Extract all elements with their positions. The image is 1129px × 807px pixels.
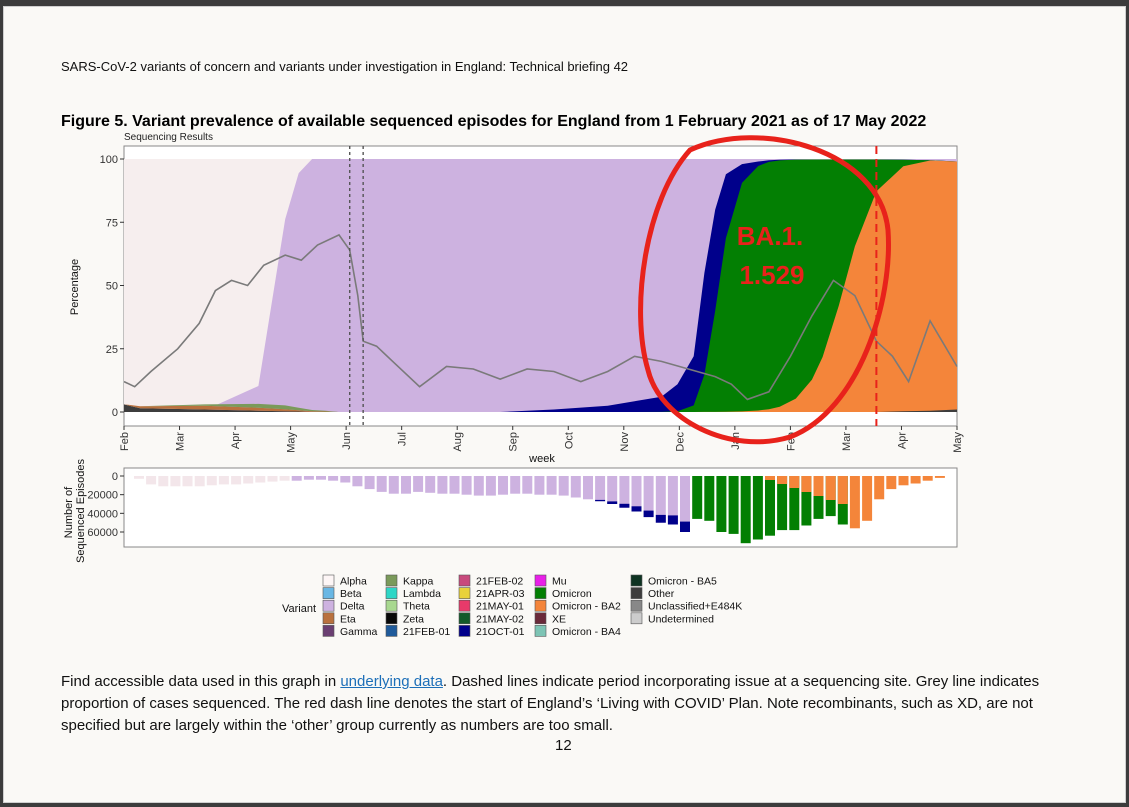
document-page: SARS-CoV-2 variants of concern and varia… (3, 6, 1126, 803)
page-number: 12 (555, 737, 572, 754)
caption-text-pre: Find accessible data used in this graph … (61, 673, 341, 690)
underlying-data-link[interactable]: underlying data (340, 673, 443, 690)
figure-caption: Find accessible data used in this graph … (61, 671, 1071, 737)
document-header: SARS-CoV-2 variants of concern and varia… (61, 59, 629, 74)
caption-text-post: . Dashed lines indicate period incorpora… (61, 673, 1040, 734)
figure-title: Figure 5. Variant prevalence of availabl… (61, 113, 927, 130)
